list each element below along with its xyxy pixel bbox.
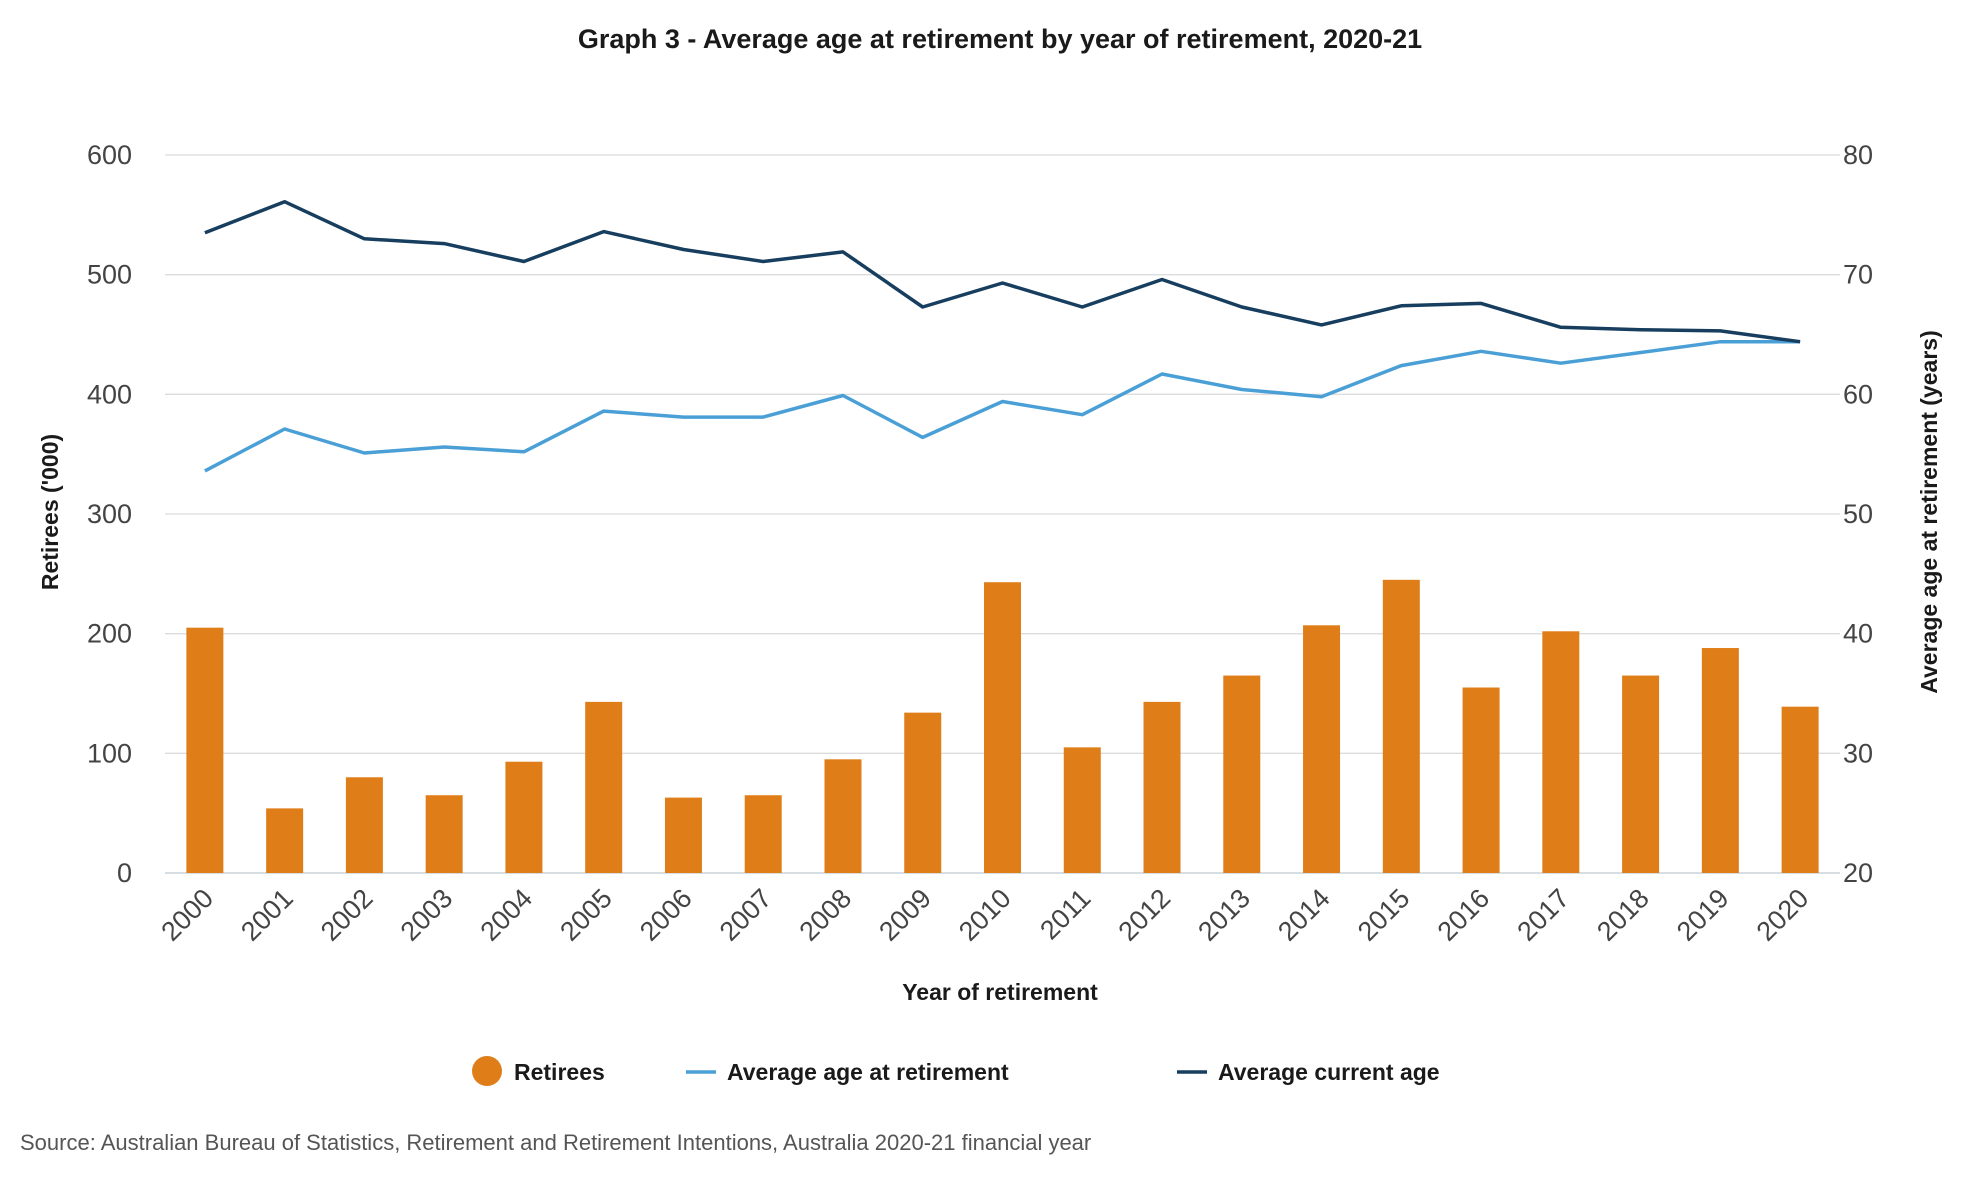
- bar-retirees: [824, 759, 862, 873]
- x-tick-label: 2008: [794, 883, 858, 947]
- y-tick-label-left: 200: [87, 619, 132, 649]
- bar-retirees: [1622, 675, 1660, 873]
- x-tick-label: 2007: [714, 883, 778, 947]
- bar-retirees: [425, 795, 463, 873]
- bar-retirees: [345, 777, 383, 873]
- legend-label-avg-current-age: Average current age: [1218, 1059, 1440, 1085]
- lines: [204, 199, 1801, 473]
- x-tick-label: 2005: [554, 883, 618, 947]
- bar-retirees: [585, 701, 623, 873]
- x-tick-label: 2003: [395, 883, 459, 947]
- y-tick-label-left: 500: [87, 260, 132, 290]
- x-tick-label: 2012: [1113, 883, 1177, 947]
- y-tick-label-left: 400: [87, 379, 132, 409]
- bar-retirees: [1063, 747, 1101, 873]
- bar-retirees: [904, 712, 942, 873]
- x-tick-label: 2014: [1272, 883, 1336, 947]
- x-tick-label: 2018: [1591, 883, 1655, 947]
- x-tick-label: 2020: [1751, 883, 1815, 947]
- y-tick-label-left: 300: [87, 499, 132, 529]
- x-axis-ticks: 2000 2001 2002 2003 2004 2005 2006 2007 2008 2009…: [155, 883, 1814, 947]
- bar-retirees: [1701, 648, 1739, 873]
- x-axis-title: Year of retirement: [902, 979, 1098, 1005]
- y-tick-label-right: 60: [1843, 379, 1873, 409]
- y-axis-left-title: Retirees ('000): [37, 434, 63, 590]
- y-tick-label-right: 50: [1843, 499, 1873, 529]
- bar-retirees: [266, 808, 304, 873]
- bar-retirees: [186, 627, 224, 873]
- x-tick-label: 2010: [953, 883, 1017, 947]
- y-tick-label-right: 40: [1843, 619, 1873, 649]
- bar-retirees: [1382, 579, 1420, 873]
- x-tick-label: 2015: [1352, 883, 1416, 947]
- line-avg-current-age: [204, 199, 1801, 344]
- x-tick-label: 2019: [1671, 883, 1735, 947]
- bar-retirees: [984, 582, 1021, 873]
- bar-retirees: [1542, 631, 1580, 873]
- legend-marker-retirees: [472, 1056, 502, 1086]
- y-tick-label-right: 30: [1843, 738, 1873, 768]
- y-tick-label-left: 100: [87, 738, 132, 768]
- bar-retirees: [1223, 675, 1261, 873]
- bar-retirees: [664, 797, 702, 873]
- bar-retirees: [505, 761, 543, 873]
- y-tick-label-left: 0: [117, 858, 132, 888]
- legend-label-retirees: Retirees: [514, 1059, 605, 1085]
- x-tick-label: 2009: [873, 883, 937, 947]
- x-tick-label: 2004: [474, 883, 538, 947]
- x-tick-label: 2002: [315, 883, 379, 947]
- legend-label-avg-retirement-age: Average age at retirement: [727, 1059, 1009, 1085]
- bar-retirees: [1143, 701, 1181, 873]
- bars: [186, 579, 1819, 873]
- x-tick-label: 2011: [1034, 883, 1096, 945]
- y-tick-label-right: 80: [1843, 140, 1873, 170]
- x-tick-label: 2000: [155, 883, 219, 947]
- source-note: Source: Australian Bureau of Statistics,…: [20, 1130, 1091, 1155]
- x-tick-label: 2017: [1511, 883, 1575, 947]
- bar-retirees: [1781, 706, 1819, 873]
- x-tick-label: 2001: [235, 883, 299, 947]
- y-axis-right-ticks: 20 30 40 50 60 70 80: [1843, 140, 1873, 888]
- bar-retirees: [1303, 625, 1341, 873]
- y-axis-left-ticks: 0 100 200 300 400 500 600: [87, 140, 132, 888]
- y-tick-label-left: 600: [87, 140, 132, 170]
- legend: Retirees Average age at retirement Avera…: [472, 1056, 1440, 1086]
- x-tick-label: 2016: [1432, 883, 1496, 947]
- bar-retirees: [1462, 687, 1500, 873]
- y-tick-label-right: 70: [1843, 260, 1873, 290]
- y-tick-label-right: 20: [1843, 858, 1873, 888]
- y-axis-right-title: Average age at retirement (years): [1916, 330, 1942, 694]
- x-tick-label: 2006: [634, 883, 698, 947]
- line-avg-retirement-age: [204, 339, 1801, 473]
- chart-title: Graph 3 - Average age at retirement by y…: [578, 24, 1422, 54]
- bar-retirees: [744, 795, 782, 873]
- x-tick-label: 2013: [1192, 883, 1256, 947]
